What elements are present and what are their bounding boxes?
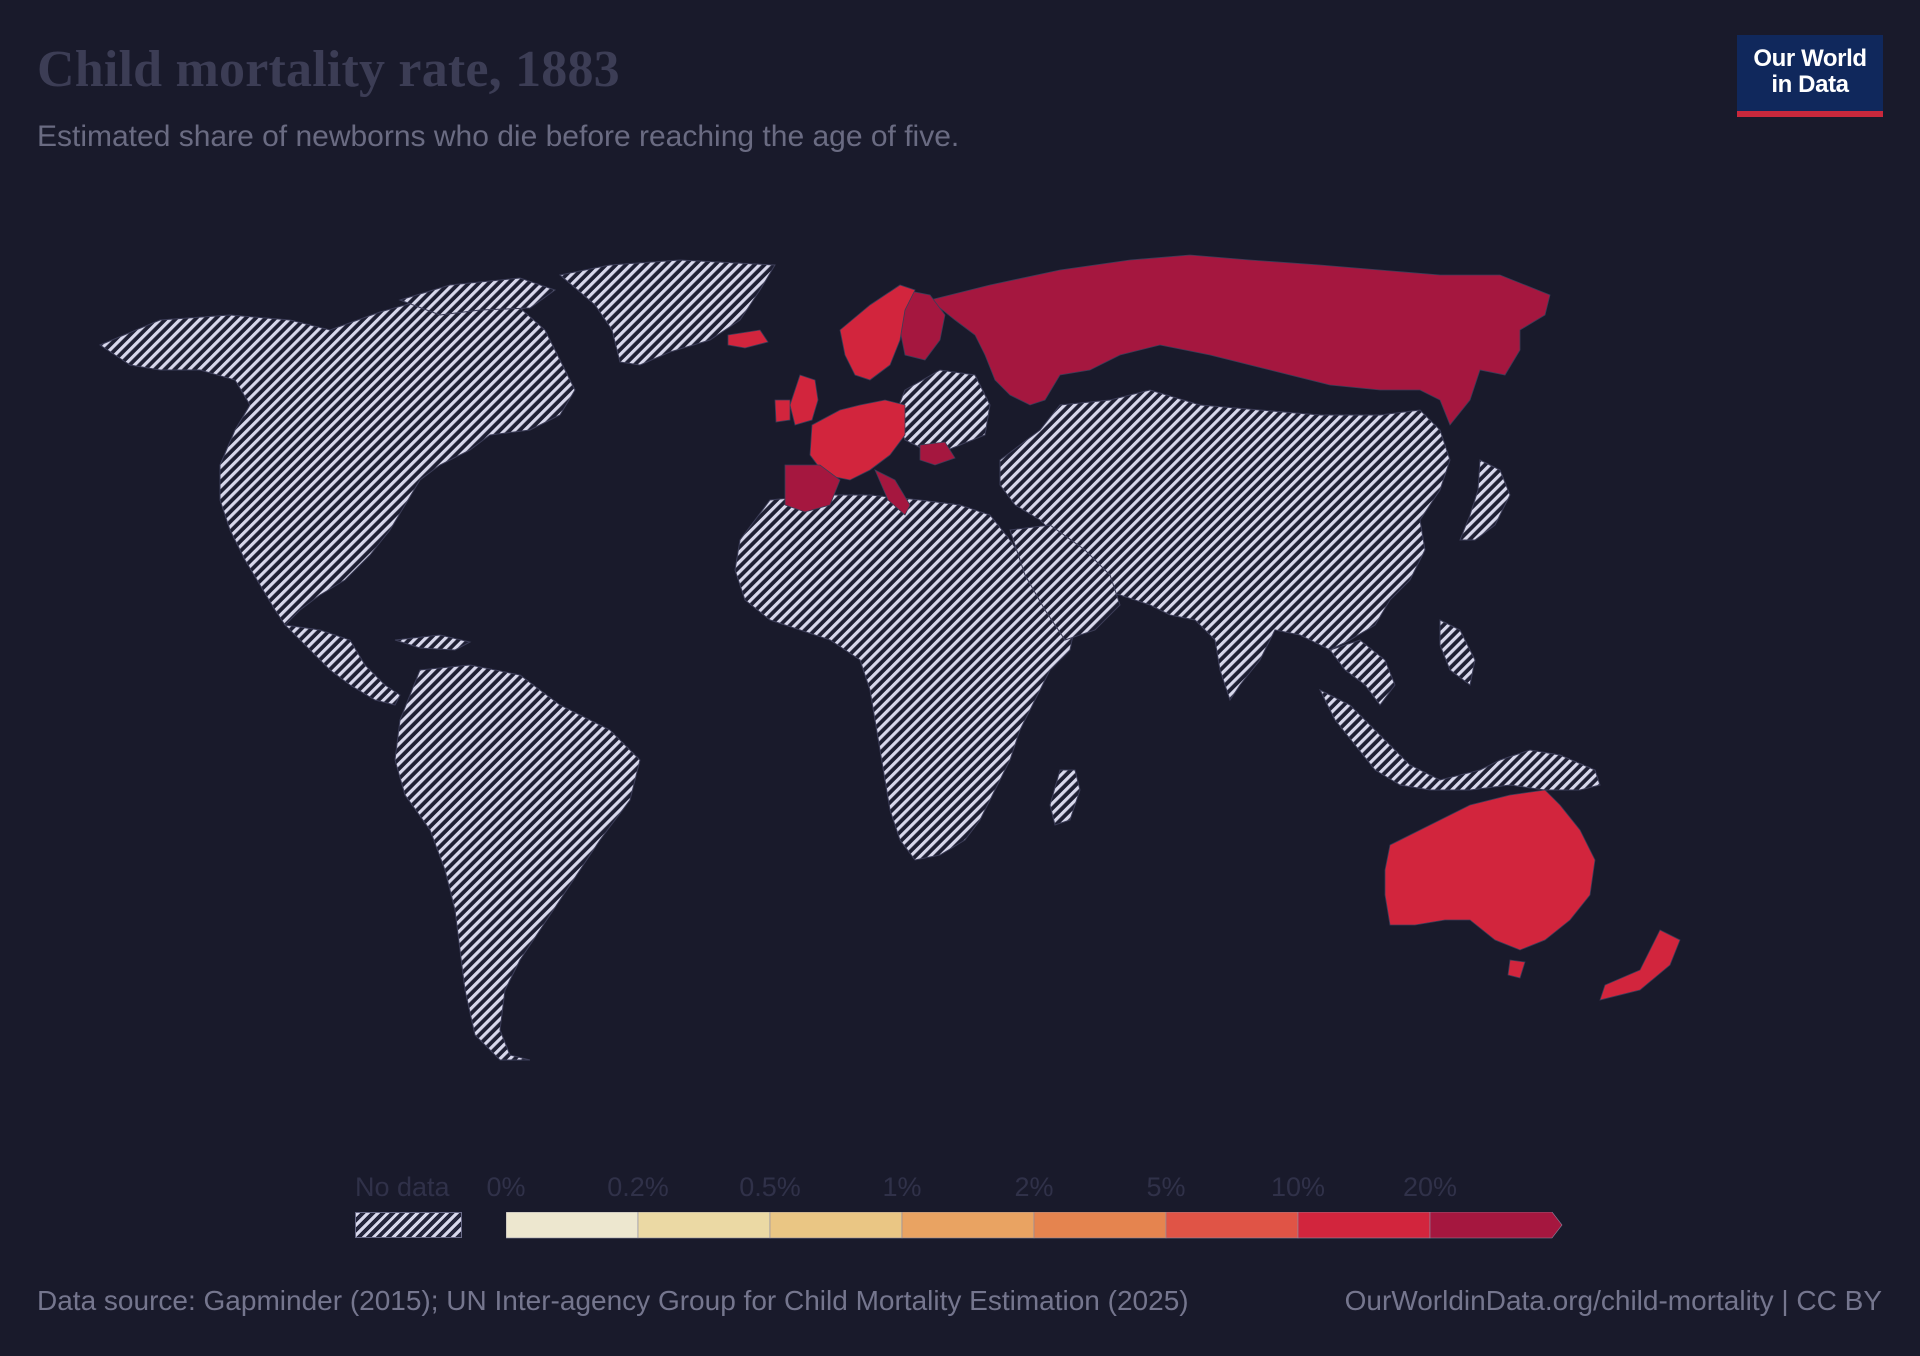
legend-no-data-swatch[interactable] (355, 1212, 462, 1238)
chart-subtitle: Estimated share of newborns who die befo… (37, 120, 960, 153)
region-tasmania[interactable] (1507, 959, 1526, 979)
region-ireland[interactable] (774, 399, 791, 423)
legend-tick-label: 0.5% (739, 1172, 801, 1202)
legend-bin-2[interactable] (769, 1212, 903, 1239)
legend-no-data-label: No data (355, 1172, 450, 1202)
chart-title: Child mortality rate, 1883 (37, 41, 620, 98)
legend-tick-label: 2% (1014, 1172, 1054, 1202)
world-map[interactable] (0, 230, 1920, 1080)
region-indonesia[interactable] (1318, 688, 1601, 791)
legend-tick-label: 20% (1402, 1172, 1458, 1202)
legend-tick-label: 10% (1270, 1172, 1326, 1202)
region-iceland[interactable] (727, 329, 769, 349)
region-australia[interactable] (1384, 789, 1596, 951)
region-africa[interactable] (734, 494, 1076, 861)
region-greenland[interactable] (558, 259, 776, 366)
legend-bin-6[interactable] (1297, 1212, 1431, 1239)
region-uk[interactable] (789, 374, 819, 426)
region-scandinavia[interactable] (839, 284, 916, 381)
region-russia[interactable] (929, 254, 1551, 426)
region-new-zealand[interactable] (1599, 929, 1681, 1001)
region-southeast-asia[interactable] (1329, 639, 1396, 706)
legend-bin-0[interactable] (506, 1212, 639, 1239)
legend-tick-label: 5% (1146, 1172, 1186, 1202)
legend-bin-3[interactable] (901, 1212, 1035, 1239)
region-romania[interactable] (919, 441, 956, 466)
logo-line-1: Our World (1753, 45, 1867, 72)
legend-bin-4[interactable] (1033, 1212, 1167, 1239)
region-iberia[interactable] (784, 464, 841, 513)
region-italy[interactable] (874, 469, 911, 516)
legend-tick-label: 1% (882, 1172, 922, 1202)
legend-tick-label: 0.2% (607, 1172, 669, 1202)
legend-color-scale[interactable] (506, 1212, 1566, 1242)
logo-line-2: in Data (1771, 71, 1849, 98)
legend-tick-label: 0% (486, 1172, 526, 1202)
no-data-regions (98, 259, 1601, 1061)
source-url[interactable]: OurWorldinData.org/child-mortality | CC … (1344, 1285, 1882, 1316)
region-arctic-islands[interactable] (398, 277, 557, 316)
data-source-note: Data source: Gapminder (2015); UN Inter-… (37, 1285, 1189, 1316)
legend-bin-7[interactable] (1429, 1212, 1563, 1239)
owid-logo[interactable]: Our World in Data (1737, 35, 1883, 117)
region-madagascar[interactable] (1049, 769, 1081, 826)
region-arabia[interactable] (1009, 524, 1121, 641)
legend-bin-5[interactable] (1165, 1212, 1299, 1239)
region-japan[interactable] (1459, 459, 1511, 541)
region-philippines[interactable] (1439, 619, 1476, 686)
legend-bin-1[interactable] (637, 1212, 771, 1239)
region-caribbean[interactable] (394, 634, 472, 651)
region-central-america[interactable] (283, 624, 401, 706)
data-regions (727, 254, 1681, 1001)
region-south-america[interactable] (394, 664, 641, 1061)
region-north-america[interactable] (98, 289, 576, 626)
